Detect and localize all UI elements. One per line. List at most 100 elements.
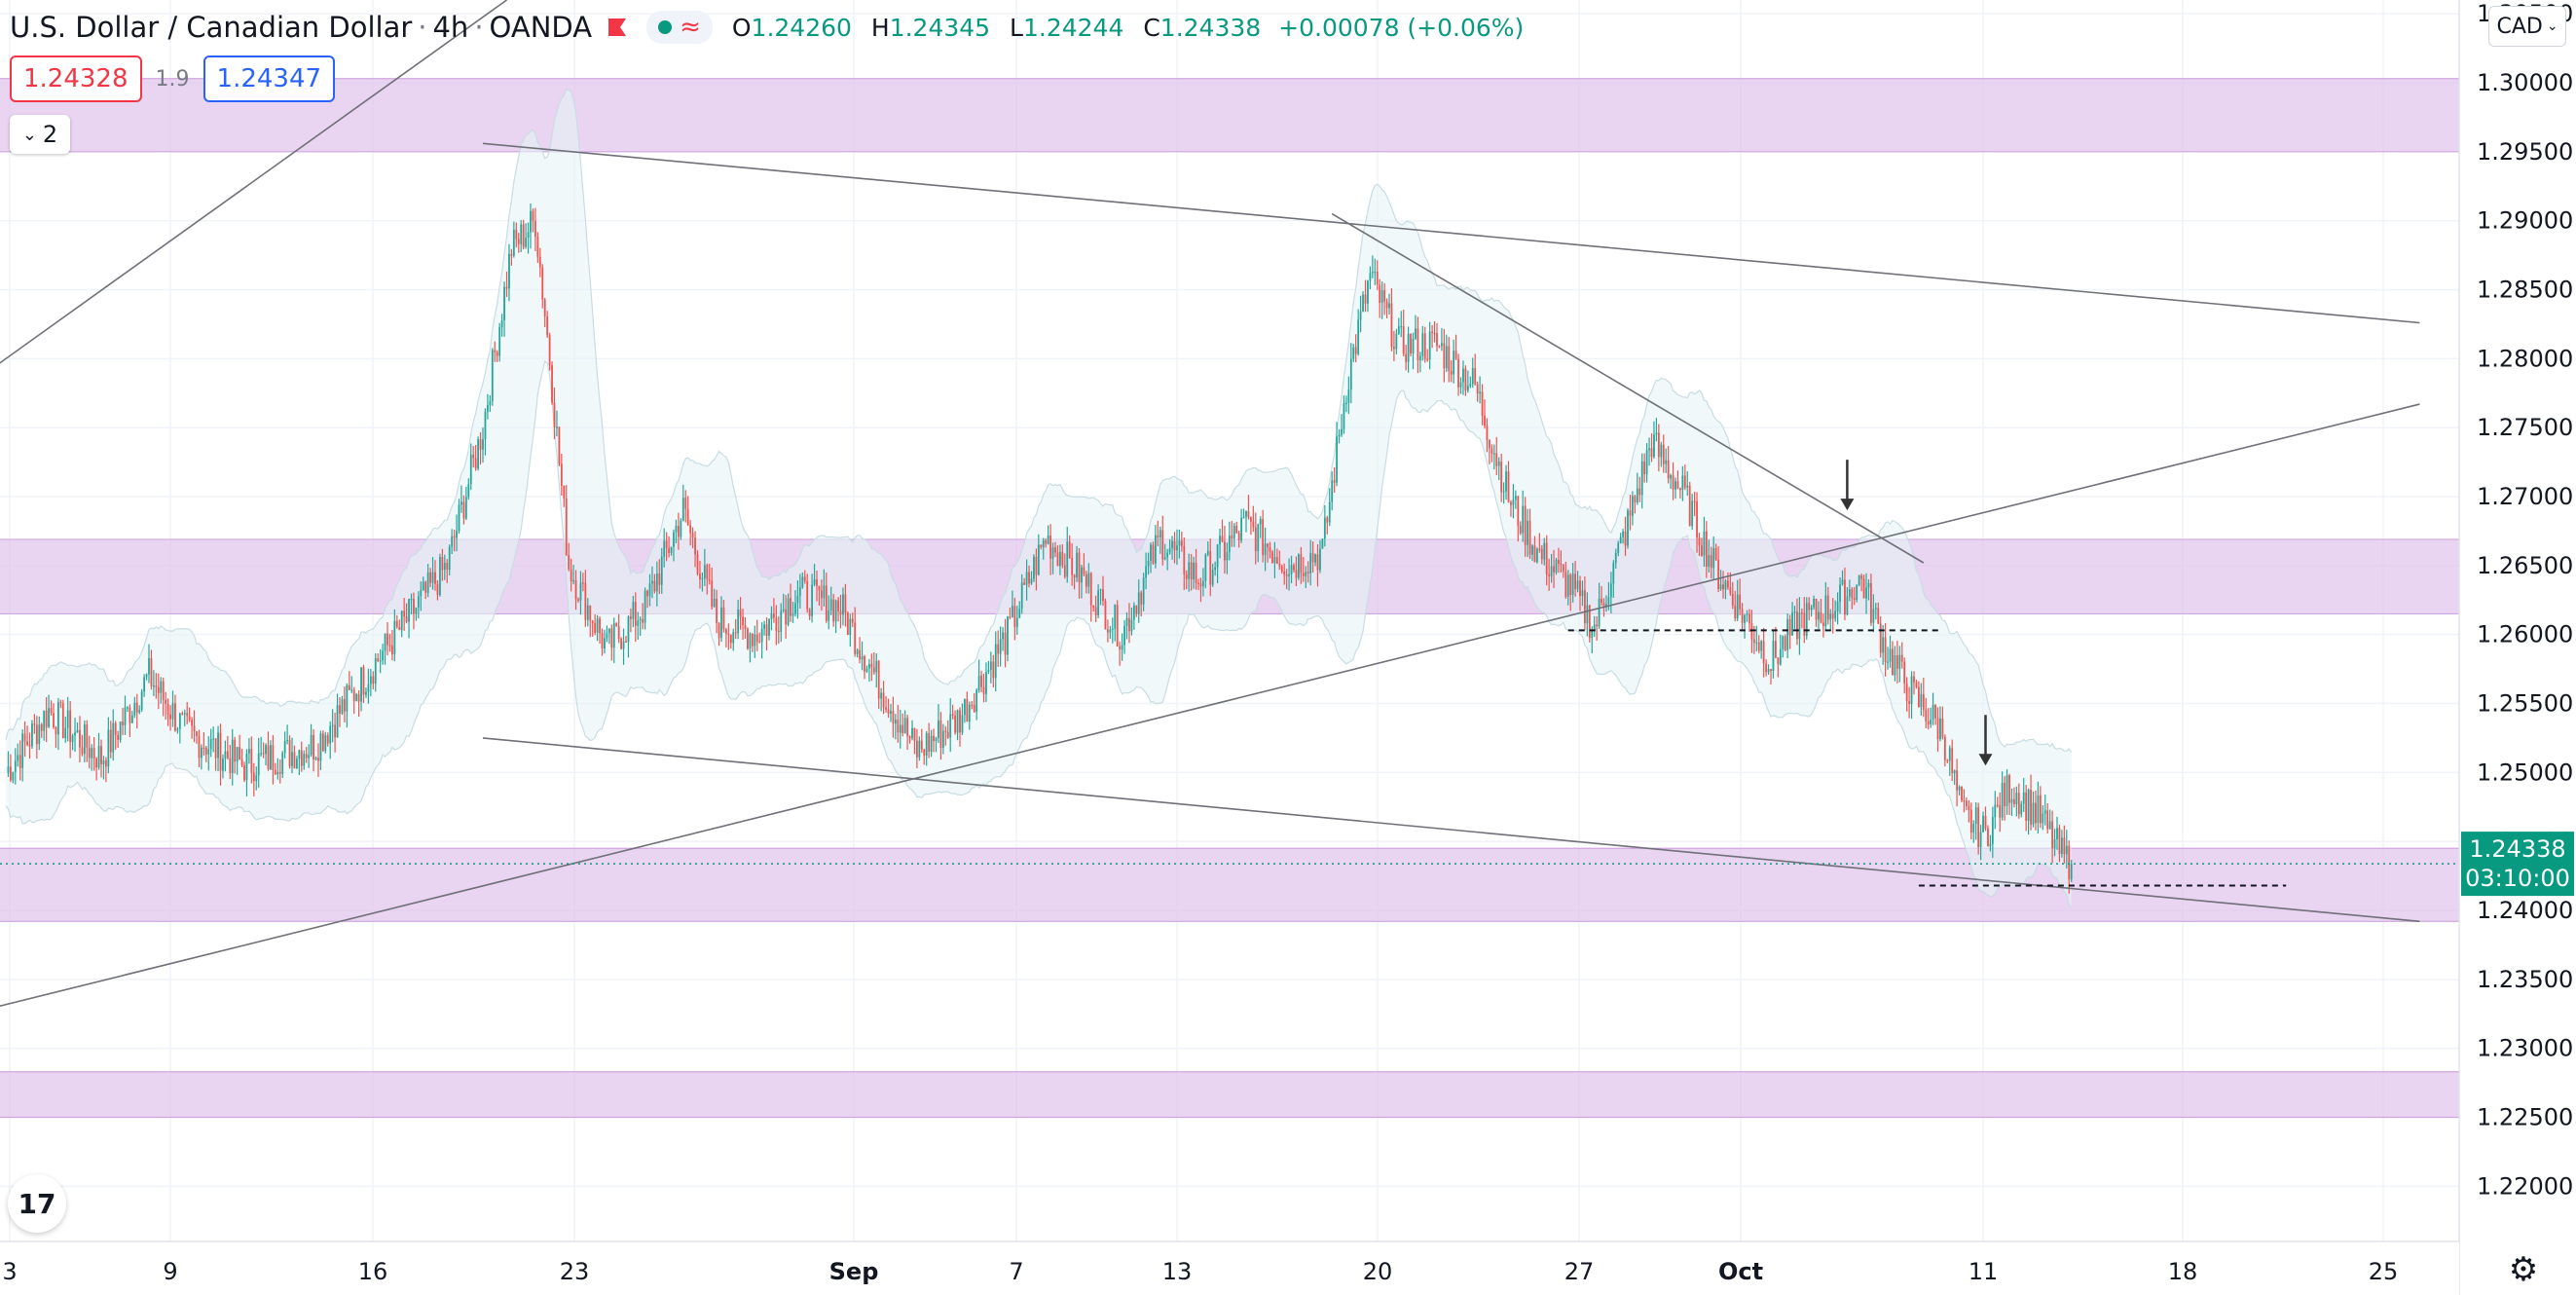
candle-up xyxy=(1359,312,1362,320)
indicators-toggle-button[interactable]: ⌄ 2 xyxy=(10,115,70,154)
candle-up xyxy=(245,753,248,781)
candle-up xyxy=(1612,563,1615,584)
candle-up xyxy=(868,663,870,669)
currency-button[interactable]: CAD ⌄ xyxy=(2488,6,2566,47)
candle-up xyxy=(153,685,155,687)
candle-down xyxy=(1417,328,1419,361)
candle-up xyxy=(1736,594,1739,619)
candle-down xyxy=(1714,547,1717,560)
candle-up xyxy=(720,607,722,638)
candle-down xyxy=(920,740,923,750)
candle-down xyxy=(1173,540,1176,551)
candle-up xyxy=(1622,531,1624,537)
candle-up xyxy=(1991,817,1994,844)
candle-up xyxy=(329,725,332,744)
candle-down xyxy=(992,661,995,679)
candle-down xyxy=(1762,641,1765,664)
candle-down xyxy=(1643,461,1646,475)
candle-up xyxy=(1030,578,1033,584)
candle-up xyxy=(813,579,816,585)
candle-down xyxy=(1968,805,1970,810)
candle-up xyxy=(1012,606,1013,617)
candle-down xyxy=(1683,475,1686,488)
candle-down xyxy=(1895,654,1898,669)
sell-button[interactable]: 1.24328 xyxy=(10,56,142,102)
candle-up xyxy=(713,598,716,608)
market-status-pill[interactable]: ≈ xyxy=(646,11,713,44)
candle-up xyxy=(12,771,15,781)
candle-down xyxy=(610,628,613,648)
candle-down xyxy=(725,629,727,634)
candle-up xyxy=(648,583,651,597)
flag-icon[interactable] xyxy=(606,17,629,38)
candle-down xyxy=(1538,548,1541,550)
buy-button[interactable]: 1.24347 xyxy=(202,56,336,102)
candle-down xyxy=(773,613,775,618)
interval-label[interactable]: 4h xyxy=(432,11,469,44)
candle-down xyxy=(1877,608,1880,624)
open-value: 1.24260 xyxy=(751,13,852,42)
candle-up xyxy=(1168,547,1171,553)
candle-down xyxy=(806,580,809,610)
candle-up xyxy=(1920,693,1923,707)
gear-icon[interactable]: ⚙ xyxy=(2508,1250,2539,1289)
candle-up xyxy=(880,692,883,699)
indicator-count: 2 xyxy=(42,121,58,148)
time-axis: 3 9 16 23 Sep 7 13 20 27 Oct 11 18 25 xyxy=(0,1240,2459,1295)
candle-up xyxy=(1767,669,1770,673)
candle-down xyxy=(2013,798,2015,804)
candle-down xyxy=(1436,333,1438,347)
candle-up xyxy=(530,210,532,233)
candle-down xyxy=(599,618,601,634)
candle-up xyxy=(415,607,418,614)
candle-up xyxy=(1193,562,1195,580)
candle-down xyxy=(1023,582,1026,585)
spread-value: 1.9 xyxy=(155,66,190,92)
candle-down xyxy=(1040,544,1043,548)
candle-up xyxy=(1772,641,1775,672)
time-tick-label: 16 xyxy=(358,1258,388,1285)
candle-up xyxy=(1273,557,1276,564)
candle-down xyxy=(1913,676,1915,683)
candle-up xyxy=(1226,552,1229,561)
candle-up xyxy=(1653,434,1655,458)
candle-up xyxy=(7,766,10,773)
candle-down xyxy=(1741,609,1744,623)
candle-up xyxy=(303,754,306,766)
symbol-name[interactable]: U.S. Dollar / Canadian Dollar xyxy=(10,11,413,44)
candle-down xyxy=(226,751,229,758)
candle-down xyxy=(1803,612,1806,636)
candle-up xyxy=(43,710,46,731)
candle-down xyxy=(897,720,900,733)
candle-down xyxy=(1860,575,1862,579)
candle-up xyxy=(1171,540,1173,548)
candle-up xyxy=(1219,536,1221,545)
candle-up xyxy=(1343,403,1345,429)
candle-up xyxy=(1522,505,1525,534)
candle-up xyxy=(1125,617,1128,626)
candle-up xyxy=(865,668,868,672)
candle-up xyxy=(91,748,93,758)
candle-down xyxy=(1254,527,1257,551)
candle-up xyxy=(1829,613,1832,620)
candle-down xyxy=(240,758,243,766)
candle-down xyxy=(551,365,553,403)
tradingview-logo-icon[interactable]: 17 xyxy=(8,1174,66,1233)
candle-down xyxy=(1009,616,1012,618)
candle-down xyxy=(413,599,415,614)
candle-up xyxy=(102,759,105,765)
candle-down xyxy=(1969,809,1972,832)
candle-down xyxy=(1908,701,1910,704)
candle-down xyxy=(1481,391,1484,416)
candle-up xyxy=(1810,607,1813,610)
candle-down xyxy=(734,632,737,634)
candle-up xyxy=(579,582,582,601)
candle-down xyxy=(1851,589,1854,599)
symbol-header[interactable]: U.S. Dollar / Canadian Dollar · 4h · OAN… xyxy=(10,6,1524,49)
candle-up xyxy=(319,733,322,761)
candle-down xyxy=(1870,582,1872,623)
candle-down xyxy=(35,724,38,745)
candle-up xyxy=(236,747,239,762)
candle-up xyxy=(365,691,367,695)
